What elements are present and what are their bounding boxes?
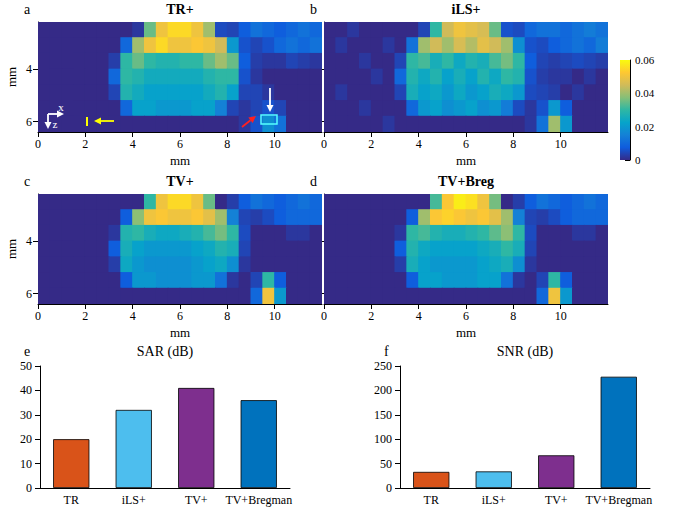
svg-text:x: x [58, 101, 64, 113]
svg-text:4: 4 [130, 309, 136, 323]
svg-text:6: 6 [463, 309, 469, 323]
svg-text:c: c [24, 174, 30, 189]
svg-text:0: 0 [635, 154, 641, 166]
svg-text:6: 6 [26, 287, 32, 301]
svg-text:0: 0 [386, 481, 392, 495]
svg-text:e: e [24, 344, 30, 359]
svg-text:2: 2 [82, 309, 88, 323]
svg-text:8: 8 [224, 309, 230, 323]
svg-text:f: f [384, 344, 389, 359]
svg-text:TV+: TV+ [545, 493, 568, 507]
svg-text:2: 2 [368, 309, 374, 323]
svg-text:4: 4 [130, 137, 136, 151]
svg-text:150: 150 [374, 408, 392, 422]
svg-text:2: 2 [82, 137, 88, 151]
svg-text:mm: mm [456, 325, 476, 340]
svg-text:mm: mm [170, 325, 190, 340]
svg-text:z: z [53, 118, 58, 130]
svg-text:4: 4 [416, 309, 422, 323]
svg-text:TV+Breg: TV+Breg [438, 174, 494, 189]
svg-text:TV+Bregman: TV+Bregman [585, 493, 652, 507]
svg-text:mm: mm [4, 239, 19, 259]
svg-text:mm: mm [170, 153, 190, 168]
svg-text:250: 250 [374, 359, 392, 373]
svg-text:2: 2 [368, 137, 374, 151]
svg-text:0: 0 [26, 481, 32, 495]
svg-text:6: 6 [177, 137, 183, 151]
svg-text:0: 0 [35, 137, 41, 151]
svg-text:TR: TR [424, 493, 439, 507]
svg-text:10: 10 [555, 309, 567, 323]
svg-text:8: 8 [224, 137, 230, 151]
svg-text:TV+: TV+ [185, 493, 208, 507]
svg-text:50: 50 [20, 359, 32, 373]
svg-text:iLS+: iLS+ [122, 493, 146, 507]
svg-text:a: a [24, 2, 31, 17]
svg-text:4: 4 [416, 137, 422, 151]
svg-text:6: 6 [177, 309, 183, 323]
svg-text:6: 6 [463, 137, 469, 151]
svg-text:mm: mm [456, 153, 476, 168]
svg-text:4: 4 [26, 234, 32, 248]
svg-text:iLS+: iLS+ [482, 493, 506, 507]
svg-text:TR+: TR+ [166, 2, 193, 17]
svg-text:0: 0 [321, 309, 327, 323]
svg-text:0: 0 [35, 309, 41, 323]
svg-text:10: 10 [555, 137, 567, 151]
svg-text:SNR (dB): SNR (dB) [497, 344, 554, 360]
svg-text:iLS+: iLS+ [452, 2, 481, 17]
svg-text:TR: TR [64, 493, 79, 507]
svg-text:8: 8 [510, 137, 516, 151]
svg-text:0.02: 0.02 [635, 121, 654, 133]
svg-text:200: 200 [374, 383, 392, 397]
svg-text:0: 0 [321, 137, 327, 151]
svg-text:6: 6 [26, 115, 32, 129]
svg-text:8: 8 [510, 309, 516, 323]
svg-text:4: 4 [26, 62, 32, 76]
svg-text:mm: mm [4, 67, 19, 87]
svg-text:40: 40 [20, 383, 32, 397]
svg-text:TV+Bregman: TV+Bregman [225, 493, 292, 507]
svg-text:0.06: 0.06 [635, 54, 655, 66]
svg-text:30: 30 [20, 408, 32, 422]
svg-text:50: 50 [380, 457, 392, 471]
svg-text:100: 100 [374, 432, 392, 446]
svg-text:0.04: 0.04 [635, 87, 655, 99]
svg-text:10: 10 [20, 457, 32, 471]
svg-text:10: 10 [269, 137, 281, 151]
svg-text:TV+: TV+ [166, 174, 193, 189]
svg-text:b: b [310, 2, 317, 17]
svg-text:SAR (dB): SAR (dB) [137, 344, 194, 360]
svg-text:10: 10 [269, 309, 281, 323]
svg-text:d: d [310, 174, 317, 189]
svg-text:20: 20 [20, 432, 32, 446]
